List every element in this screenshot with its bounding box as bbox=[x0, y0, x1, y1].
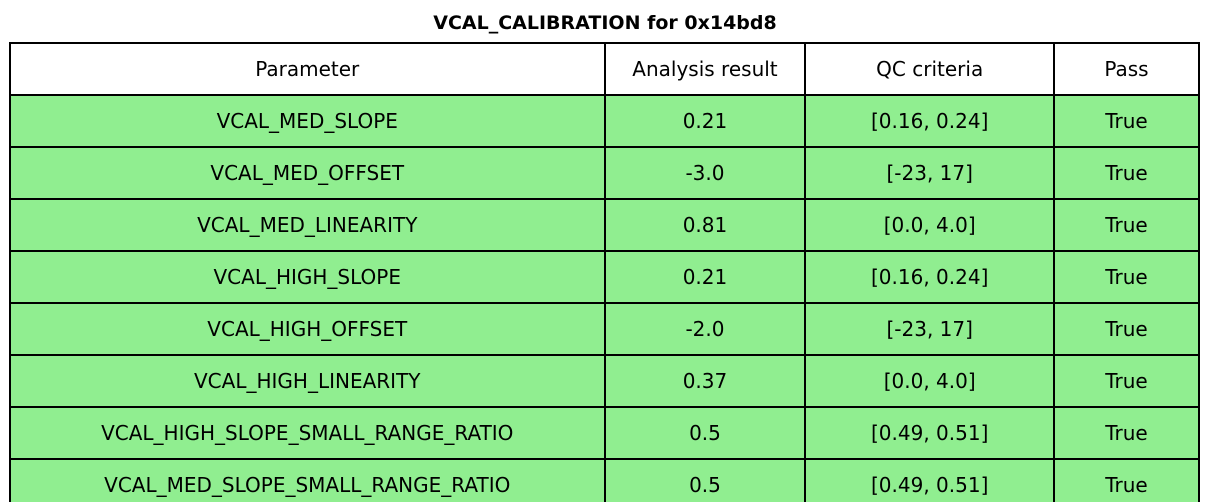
criteria-cell: [0.49, 0.51] bbox=[804, 458, 1055, 502]
table-body: VCAL_MED_SLOPE 0.21 [0.16, 0.24] True VCAL_M… bbox=[9, 94, 1201, 502]
table-row: VCAL_HIGH_LINEARITY 0.37 [0.0, 4.0] True bbox=[9, 354, 1201, 408]
table-row: VCAL_HIGH_OFFSET -2.0 [-23, 17] True bbox=[9, 302, 1201, 356]
result-cell: 0.21 bbox=[603, 94, 807, 148]
figure-title: VCAL_CALIBRATION for 0x14bd8 bbox=[433, 12, 777, 34]
pass-cell: True bbox=[1052, 198, 1201, 252]
result-cell: 0.5 bbox=[603, 406, 807, 460]
header-row: Parameter Analysis result QC criteria Pa… bbox=[9, 42, 1201, 96]
col-header-pass: Pass bbox=[1052, 42, 1201, 96]
parameter-cell: VCAL_MED_OFFSET bbox=[9, 146, 606, 200]
criteria-cell: [-23, 17] bbox=[804, 302, 1055, 356]
criteria-cell: [0.0, 4.0] bbox=[804, 198, 1055, 252]
criteria-cell: [-23, 17] bbox=[804, 146, 1055, 200]
pass-cell: True bbox=[1052, 146, 1201, 200]
qc-results-table: Parameter Analysis result QC criteria Pa… bbox=[9, 42, 1201, 502]
result-cell: 0.37 bbox=[603, 354, 807, 408]
pass-cell: True bbox=[1052, 406, 1201, 460]
pass-cell: True bbox=[1052, 354, 1201, 408]
col-header-parameter: Parameter bbox=[9, 42, 606, 96]
parameter-cell: VCAL_HIGH_SLOPE_SMALL_RANGE_RATIO bbox=[9, 406, 606, 460]
col-header-qc-criteria: QC criteria bbox=[804, 42, 1055, 96]
table-row: VCAL_MED_OFFSET -3.0 [-23, 17] True bbox=[9, 146, 1201, 200]
pass-cell: True bbox=[1052, 302, 1201, 356]
pass-cell: True bbox=[1052, 94, 1201, 148]
result-cell: 0.81 bbox=[603, 198, 807, 252]
table-row: VCAL_MED_SLOPE_SMALL_RANGE_RATIO 0.5 [0.49… bbox=[9, 458, 1201, 502]
parameter-cell: VCAL_MED_SLOPE bbox=[9, 94, 606, 148]
parameter-cell: VCAL_MED_LINEARITY bbox=[9, 198, 606, 252]
criteria-cell: [0.16, 0.24] bbox=[804, 250, 1055, 304]
parameter-cell: VCAL_HIGH_LINEARITY bbox=[9, 354, 606, 408]
pass-cell: True bbox=[1052, 250, 1201, 304]
col-header-analysis-result: Analysis result bbox=[603, 42, 807, 96]
result-cell: 0.5 bbox=[603, 458, 807, 502]
parameter-cell: VCAL_HIGH_OFFSET bbox=[9, 302, 606, 356]
pass-cell: True bbox=[1052, 458, 1201, 502]
criteria-cell: [0.0, 4.0] bbox=[804, 354, 1055, 408]
table-row: VCAL_HIGH_SLOPE 0.21 [0.16, 0.24] True bbox=[9, 250, 1201, 304]
parameter-cell: VCAL_HIGH_SLOPE bbox=[9, 250, 606, 304]
criteria-cell: [0.49, 0.51] bbox=[804, 406, 1055, 460]
criteria-cell: [0.16, 0.24] bbox=[804, 94, 1055, 148]
table-row: VCAL_HIGH_SLOPE_SMALL_RANGE_RATIO 0.5 [0.4… bbox=[9, 406, 1201, 460]
table-row: VCAL_MED_SLOPE 0.21 [0.16, 0.24] True bbox=[9, 94, 1201, 148]
result-cell: -2.0 bbox=[603, 302, 807, 356]
table-row: VCAL_MED_LINEARITY 0.81 [0.0, 4.0] True bbox=[9, 198, 1201, 252]
parameter-cell: VCAL_MED_SLOPE_SMALL_RANGE_RATIO bbox=[9, 458, 606, 502]
result-cell: -3.0 bbox=[603, 146, 807, 200]
result-cell: 0.21 bbox=[603, 250, 807, 304]
